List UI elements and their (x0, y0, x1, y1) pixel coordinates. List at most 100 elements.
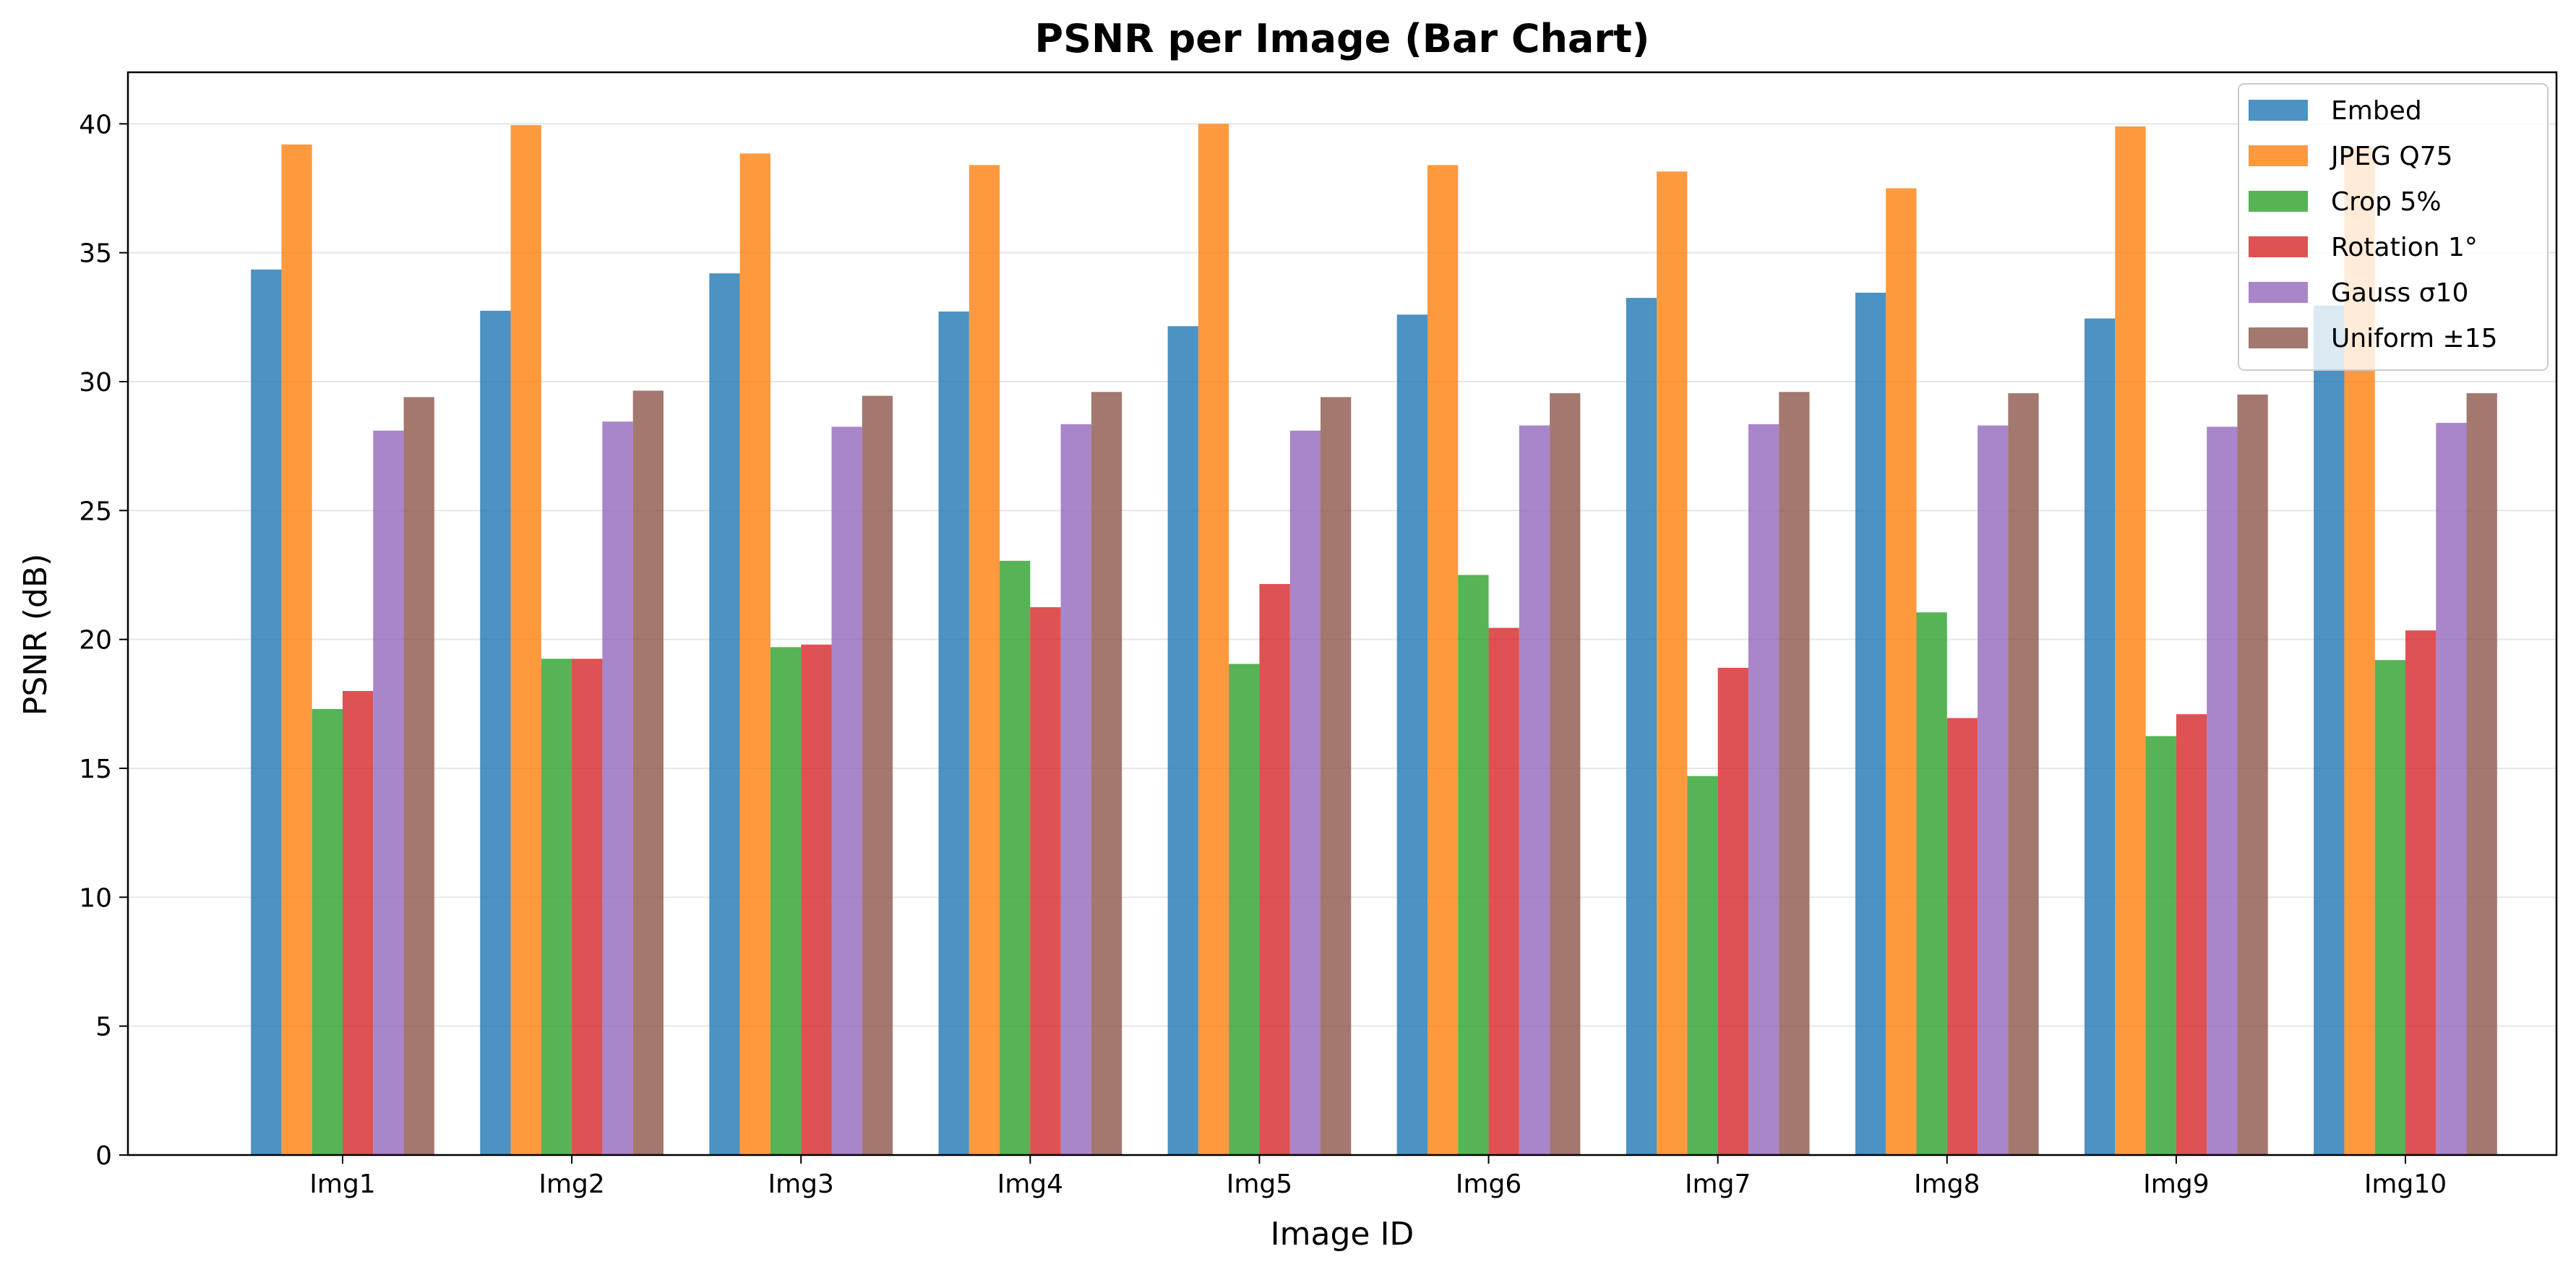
x-axis-label: Image ID (1271, 1216, 1414, 1253)
y-tick-label: 10 (79, 883, 112, 913)
legend-label: Rotation 1° (2331, 233, 2478, 262)
y-tick-label: 40 (79, 110, 112, 139)
bar (1060, 424, 1091, 1155)
bar (862, 395, 893, 1155)
bar (2176, 714, 2207, 1155)
legend-swatch (2249, 327, 2308, 348)
tick-labels: 0 5 10 15 20 25 30 35 40 Img1 Img2 Img3 Img4 Img5 Img6… (79, 110, 2447, 1199)
legend-swatch (2249, 100, 2308, 121)
bar (1550, 393, 1581, 1155)
bar (1488, 627, 1519, 1155)
bar (1657, 171, 1688, 1156)
bar (1259, 583, 1290, 1155)
bar (1229, 664, 1260, 1155)
bar (1748, 424, 1779, 1155)
x-tick-label: Img2 (538, 1169, 604, 1199)
bar (2466, 393, 2497, 1155)
bar (2374, 660, 2405, 1155)
bar (2405, 630, 2437, 1155)
y-tick-label: 15 (79, 755, 112, 784)
x-tick-label: Img1 (309, 1169, 375, 1199)
bar (403, 397, 434, 1155)
bar (1946, 718, 1978, 1155)
bar (2145, 736, 2176, 1155)
legend-label: JPEG Q75 (2330, 142, 2453, 171)
bar (480, 310, 511, 1156)
bar (343, 691, 374, 1155)
bar (602, 421, 633, 1155)
legend-swatch (2249, 236, 2308, 257)
x-tick-label: Img4 (997, 1169, 1063, 1199)
bar (312, 708, 343, 1155)
bar (1427, 165, 1459, 1155)
legend-swatch (2249, 191, 2308, 212)
bar (541, 658, 572, 1155)
legend-swatch (2249, 145, 2308, 166)
bar (2085, 318, 2116, 1155)
bar (1198, 124, 1229, 1155)
bar (1167, 326, 1198, 1156)
bar (831, 426, 862, 1155)
x-tick-label: Img10 (2364, 1169, 2447, 1199)
legend-label: Uniform ±15 (2331, 324, 2498, 353)
y-tick-label: 35 (79, 239, 112, 269)
y-tick-label: 0 (95, 1141, 112, 1171)
x-tick-label: Img8 (1914, 1169, 1980, 1199)
bar (1000, 560, 1031, 1155)
bar (1321, 397, 1352, 1155)
bar (2436, 423, 2467, 1155)
chart-title: PSNR per Image (Bar Chart) (1035, 16, 1650, 61)
y-tick-label: 5 (95, 1013, 112, 1042)
x-tick-label: Img3 (768, 1169, 833, 1199)
bar (251, 269, 282, 1156)
legend-label: Embed (2331, 96, 2422, 126)
plot-frame (126, 71, 2558, 1156)
bar (938, 311, 969, 1155)
bar (1091, 392, 1122, 1156)
bar (1289, 430, 1321, 1155)
bar (373, 430, 404, 1155)
x-tick-label: Img9 (2143, 1169, 2209, 1199)
bar (1396, 314, 1427, 1156)
y-tick-label: 20 (79, 626, 112, 656)
bar (2115, 126, 2146, 1155)
bar (801, 644, 832, 1155)
legend-label: Gauss σ10 (2331, 278, 2468, 308)
bar (632, 390, 664, 1155)
bar (2314, 305, 2345, 1155)
x-tick-label: Img6 (1456, 1169, 1521, 1199)
bars (251, 124, 2497, 1156)
x-tick-label: Img7 (1685, 1169, 1751, 1199)
y-tick-label: 25 (79, 497, 112, 526)
bar (1519, 425, 1550, 1155)
y-tick-label: 30 (79, 368, 112, 398)
legend-swatch (2249, 282, 2308, 303)
bar (969, 165, 1000, 1155)
bar (770, 647, 802, 1155)
bar (1886, 188, 1917, 1155)
bar (2008, 393, 2039, 1155)
legend: Embed JPEG Q75 Crop 5% Rotation 1° Gauss σ10… (2238, 83, 2549, 371)
bar (510, 125, 541, 1155)
bar (1687, 776, 1718, 1155)
legend-box (2238, 83, 2549, 371)
bar (1458, 575, 1489, 1155)
bar (1779, 392, 1810, 1156)
bar (1030, 607, 1061, 1155)
x-tick-label: Img5 (1227, 1169, 1292, 1199)
bar (572, 658, 603, 1155)
bar (1978, 425, 2009, 1155)
bar (281, 144, 312, 1155)
bar (2207, 426, 2238, 1155)
bar (1717, 667, 1748, 1155)
y-axis-label: PSNR (dB) (17, 554, 54, 716)
axes (119, 71, 2558, 1164)
legend-label: Crop 5% (2331, 187, 2442, 217)
bar (2237, 394, 2268, 1156)
bar (1626, 298, 1657, 1155)
bar (1916, 612, 1947, 1155)
bar (709, 273, 740, 1156)
bar (1855, 292, 1886, 1156)
